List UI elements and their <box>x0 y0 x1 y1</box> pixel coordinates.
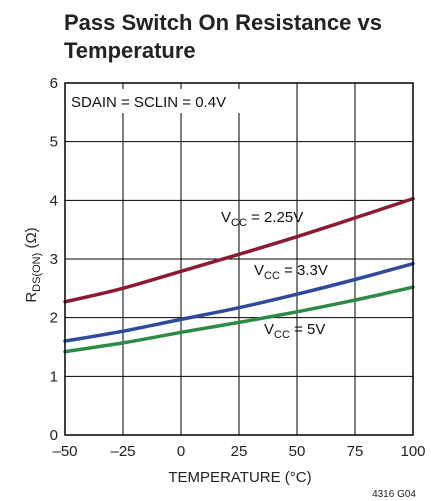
x-tick-label: –50 <box>52 443 77 460</box>
x-tick-label: 75 <box>347 443 364 460</box>
series-label: VCC = 2.25V <box>221 209 303 229</box>
x-tick-label: 25 <box>231 443 248 460</box>
annotation-background <box>71 89 254 113</box>
y-axis-label-unit: (Ω) <box>23 227 40 252</box>
chart-title-line-2: Temperature <box>64 38 196 63</box>
chart-title-line-1: Pass Switch On Resistance vs <box>64 10 382 35</box>
x-tick-label: 100 <box>400 443 425 460</box>
y-tick-label: 1 <box>50 368 58 385</box>
figure-id: 4316 G04 <box>372 489 416 500</box>
series-line <box>63 196 415 304</box>
y-axis-label-subscript: DS(ON) <box>31 253 43 292</box>
y-tick-label: 6 <box>50 75 58 92</box>
y-tick-label: 5 <box>50 134 58 151</box>
series-label: VCC = 3.3V <box>254 262 328 282</box>
y-tick-label: 0 <box>50 427 58 444</box>
y-tick-label: 2 <box>50 310 58 327</box>
tick-labels: –50 –25 0 25 50 75 100 0 1 2 3 4 5 6 <box>50 75 426 460</box>
x-axis-label: TEMPERATURE (°C) <box>168 469 311 486</box>
x-tick-label: 50 <box>289 443 306 460</box>
series-group <box>63 196 415 354</box>
y-tick-label: 3 <box>50 251 58 268</box>
grid <box>65 83 413 435</box>
series-label: VCC = 5V <box>264 321 325 341</box>
y-axis-label: RDS(ON) (Ω) <box>23 227 43 302</box>
y-tick-label: 4 <box>50 192 58 209</box>
series-line <box>63 261 415 343</box>
series-line <box>63 285 415 354</box>
x-tick-label: 0 <box>177 443 185 460</box>
x-tick-label: –25 <box>110 443 135 460</box>
series-labels: VCC = 2.25V VCC = 3.3V VCC = 5V <box>221 209 328 341</box>
y-axis-label-main: R <box>23 292 40 303</box>
plot-frame <box>64 82 414 436</box>
condition-annotation: SDAIN = SCLIN = 0.4V <box>71 94 226 111</box>
